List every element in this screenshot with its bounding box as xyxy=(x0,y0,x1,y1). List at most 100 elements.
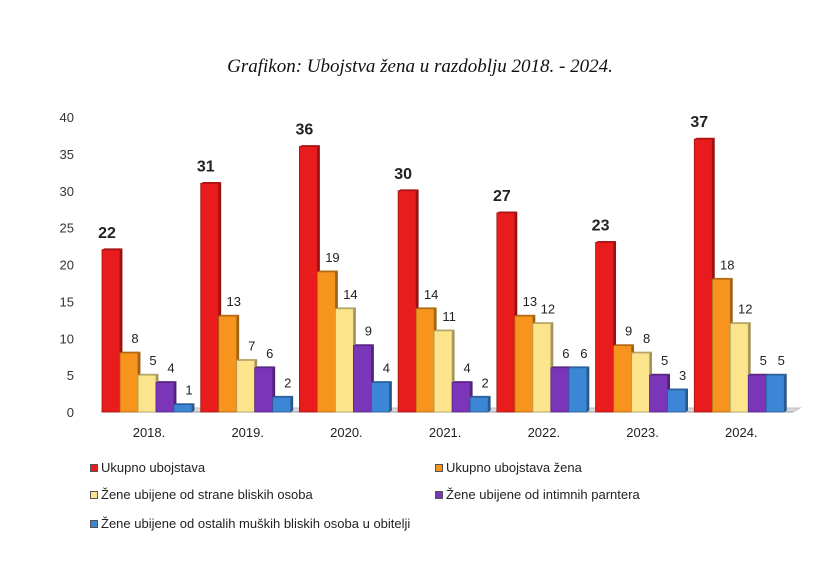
y-tick-label: 10 xyxy=(60,331,74,346)
data-label: 19 xyxy=(325,250,339,265)
legend-item: Žene ubijene od strane bliskih osoba xyxy=(90,487,313,502)
data-label: 23 xyxy=(592,217,610,234)
bar xyxy=(101,249,121,413)
bar xyxy=(371,382,390,413)
legend-label: Ukupno ubojstava xyxy=(101,460,206,475)
data-label: 14 xyxy=(343,287,357,302)
bar xyxy=(649,374,668,413)
bar xyxy=(299,146,318,413)
data-label: 9 xyxy=(625,324,632,339)
y-tick-label: 20 xyxy=(60,258,74,273)
bar-side xyxy=(586,366,590,412)
legend-item: Ukupno ubojstava xyxy=(90,460,205,475)
bar xyxy=(729,323,749,413)
bar xyxy=(335,308,354,413)
y-tick-label: 35 xyxy=(60,147,74,162)
y-tick-label: 0 xyxy=(67,405,74,420)
legend-swatch xyxy=(90,463,98,472)
y-tick-label: 40 xyxy=(60,110,74,125)
bar-side xyxy=(192,403,195,412)
data-label: 8 xyxy=(131,331,138,346)
y-tick-label: 5 xyxy=(67,368,74,383)
bar xyxy=(469,396,489,413)
data-label: 4 xyxy=(464,361,471,376)
bar-side xyxy=(685,388,689,412)
bar xyxy=(693,138,713,413)
data-label: 4 xyxy=(383,361,390,376)
data-label: 27 xyxy=(493,188,511,205)
x-tick-label: 2019. xyxy=(231,425,264,440)
bar xyxy=(317,271,336,413)
bar xyxy=(433,330,453,413)
legend-item: Žene ubijene od ostalih muških bliskih o… xyxy=(90,516,410,531)
bar xyxy=(218,315,238,413)
bar xyxy=(415,308,435,413)
data-label: 5 xyxy=(661,353,668,368)
chart-title: Grafikon: Ubojstva žena u razdoblju 2018… xyxy=(227,56,613,77)
bar xyxy=(532,323,552,413)
legend-swatch xyxy=(90,519,98,528)
bar xyxy=(155,382,175,413)
legend-item: Ukupno ubojstava žena xyxy=(435,460,582,475)
data-label: 22 xyxy=(98,225,116,242)
data-label: 1 xyxy=(185,383,192,398)
x-tick-label: 2023. xyxy=(626,425,659,440)
data-label: 7 xyxy=(248,338,255,353)
legend-item: Žene ubijene od intimnih parntera xyxy=(435,487,640,502)
bar-side xyxy=(784,373,787,412)
bar xyxy=(765,374,785,413)
bar xyxy=(631,352,650,413)
data-label: 31 xyxy=(197,158,215,175)
bar xyxy=(568,367,588,413)
data-label: 2 xyxy=(482,375,489,390)
data-label: 18 xyxy=(720,257,734,272)
bar xyxy=(353,345,372,413)
data-label: 12 xyxy=(738,302,752,317)
data-label: 2 xyxy=(284,375,291,390)
data-label: 9 xyxy=(365,324,372,339)
bar xyxy=(137,374,157,413)
bar xyxy=(711,278,731,413)
legend-label: Žene ubijene od strane bliskih osoba xyxy=(101,487,313,502)
bar-side xyxy=(389,381,392,412)
bar xyxy=(514,315,534,413)
bar xyxy=(595,241,614,413)
legend-swatch xyxy=(90,490,98,499)
data-label: 5 xyxy=(149,353,156,368)
data-label: 6 xyxy=(580,346,587,361)
data-label: 30 xyxy=(394,166,412,183)
bar-side xyxy=(290,395,294,412)
data-label: 36 xyxy=(296,122,314,139)
data-label: 14 xyxy=(424,287,438,302)
bar-side xyxy=(488,395,491,412)
data-label: 6 xyxy=(562,346,569,361)
legend-label: Ukupno ubojstava žena xyxy=(446,460,582,475)
x-tick-label: 2020. xyxy=(330,425,363,440)
x-tick-label: 2021. xyxy=(429,425,462,440)
bar xyxy=(173,404,193,413)
bar xyxy=(236,359,256,413)
x-tick-label: 2022. xyxy=(528,425,561,440)
bar xyxy=(550,367,570,413)
y-tick-label: 25 xyxy=(60,221,74,236)
legend-swatch xyxy=(435,463,443,472)
x-tick-label: 2018. xyxy=(133,425,166,440)
data-label: 4 xyxy=(167,361,174,376)
data-label: 13 xyxy=(226,294,240,309)
data-label: 6 xyxy=(266,346,273,361)
bar xyxy=(200,182,220,413)
data-label: 5 xyxy=(778,353,785,368)
y-tick-label: 30 xyxy=(60,184,74,199)
data-label: 13 xyxy=(523,294,537,309)
bar xyxy=(272,396,292,413)
bar xyxy=(496,212,516,413)
data-label: 37 xyxy=(690,114,708,131)
data-label: 12 xyxy=(541,302,555,317)
x-tick-label: 2024. xyxy=(725,425,758,440)
data-label: 11 xyxy=(442,309,456,324)
bar xyxy=(667,389,686,413)
bar xyxy=(397,190,417,413)
bar xyxy=(119,352,139,413)
bar xyxy=(747,374,767,413)
